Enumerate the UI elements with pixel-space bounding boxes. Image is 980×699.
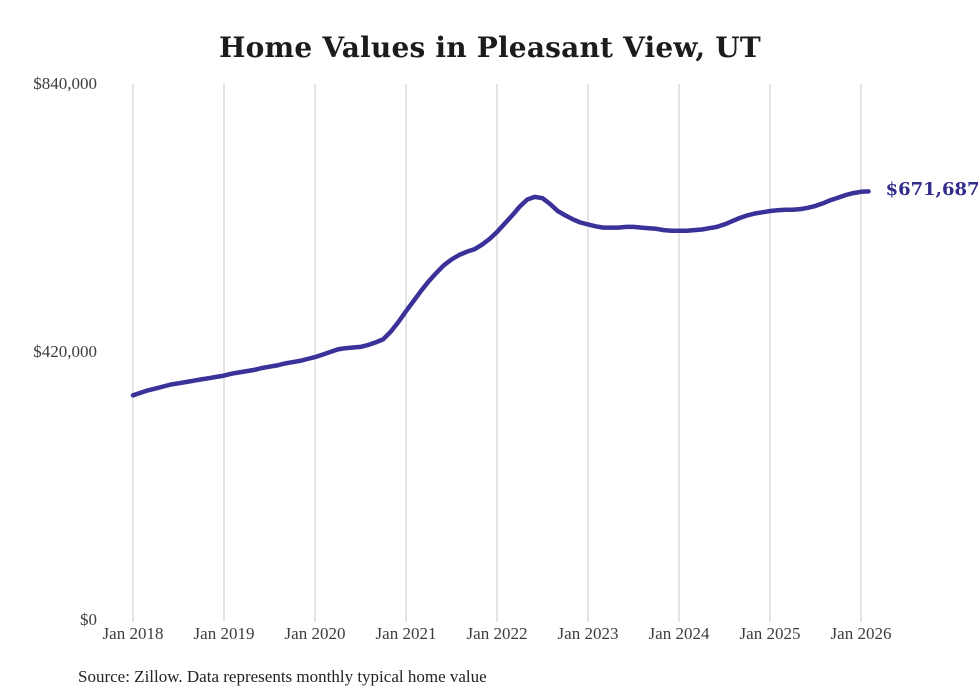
home-value-line (130, 189, 871, 398)
y-tick-label: $0 (80, 610, 97, 629)
source-note: Source: Zillow. Data represents monthly … (78, 667, 487, 686)
x-tick-label: Jan 2025 (739, 624, 801, 643)
gridlines (132, 84, 862, 622)
x-tick-label: Jan 2024 (648, 624, 710, 643)
chart-title: Home Values in Pleasant View, UT (219, 31, 761, 64)
x-tick-label: Jan 2020 (284, 624, 346, 643)
x-tick-label: Jan 2019 (193, 624, 255, 643)
y-tick-label: $420,000 (33, 342, 97, 361)
x-tick-label: Jan 2021 (375, 624, 437, 643)
x-tick-label: Jan 2018 (102, 624, 164, 643)
x-tick-label: Jan 2023 (557, 624, 619, 643)
y-tick-label: $840,000 (33, 74, 97, 93)
x-tick-label: Jan 2022 (466, 624, 528, 643)
latest-value-label: $671,687 (885, 179, 980, 201)
x-tick-label: Jan 2026 (830, 624, 892, 643)
